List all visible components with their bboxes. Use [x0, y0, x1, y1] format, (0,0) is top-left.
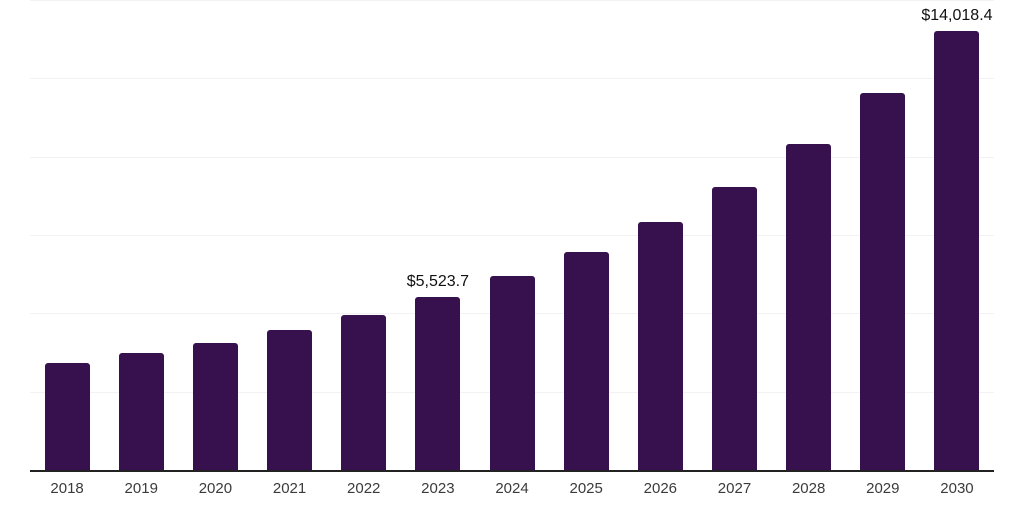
- bar-2024: [489, 276, 535, 470]
- bar-value-label-2023: $5,523.7: [406, 272, 469, 290]
- x-tick-label-2020: 2020: [198, 480, 233, 497]
- bar-slot-2024: [475, 0, 549, 470]
- x-tick-label-2025: 2025: [569, 480, 603, 497]
- x-tick-label-2024: 2024: [495, 480, 529, 497]
- bar-2029: [860, 93, 906, 470]
- bar-2030: [934, 30, 980, 470]
- bar-slot-2030: $14,018.4: [920, 0, 994, 470]
- bar-2019: [118, 353, 164, 470]
- bar-2023: [415, 296, 461, 470]
- bar-2021: [267, 329, 313, 470]
- bar-slot-2020: [178, 0, 252, 470]
- bar-value-label-2030: $14,018.4: [921, 6, 993, 24]
- gridline: [30, 78, 994, 80]
- gridline: [30, 156, 994, 158]
- gridline: [30, 235, 994, 236]
- x-tick-label-2023: 2023: [421, 480, 455, 497]
- gridline: [30, 0, 994, 1]
- bar-slot-2022: [327, 0, 401, 470]
- bar-slot-2026: [623, 0, 697, 470]
- x-tick-label-2019: 2019: [124, 480, 158, 497]
- bar-slot-2027: [697, 0, 771, 470]
- x-axis-line: [30, 470, 994, 472]
- bar-slot-2025: [549, 0, 623, 470]
- bar-slot-2023: $5,523.7: [401, 0, 475, 470]
- x-tick-label-2028: 2028: [791, 480, 826, 497]
- x-tick-label-2029: 2029: [866, 480, 900, 497]
- bar-slot-2029: [846, 0, 920, 470]
- bar-2025: [563, 251, 609, 470]
- x-tick-label-2030: 2030: [940, 480, 974, 497]
- bar-slot-2018: [30, 0, 104, 470]
- plot-area: $5,523.7 $14,018.4: [30, 0, 994, 472]
- bar-2028: [786, 144, 832, 470]
- bar-2022: [341, 314, 387, 470]
- x-tick-label-2022: 2022: [347, 480, 381, 497]
- x-tick-label-2026: 2026: [643, 480, 678, 497]
- x-tick-label-2027: 2027: [717, 480, 752, 497]
- bar-slot-2021: [252, 0, 326, 470]
- bars-row: $5,523.7 $14,018.4: [30, 0, 994, 470]
- bar-2020: [192, 343, 238, 470]
- bar-2026: [637, 221, 683, 470]
- bar-slot-2019: [104, 0, 178, 470]
- x-tick-label-2018: 2018: [50, 480, 84, 497]
- x-tick-label-2021: 2021: [272, 480, 307, 497]
- bar-2018: [44, 362, 90, 470]
- bar-slot-2028: [772, 0, 846, 470]
- bar-2027: [711, 187, 757, 470]
- x-axis-tick-labels: 2018 2019 2020 2021 2022 2023 2024 2025 2026 2027…: [30, 480, 994, 497]
